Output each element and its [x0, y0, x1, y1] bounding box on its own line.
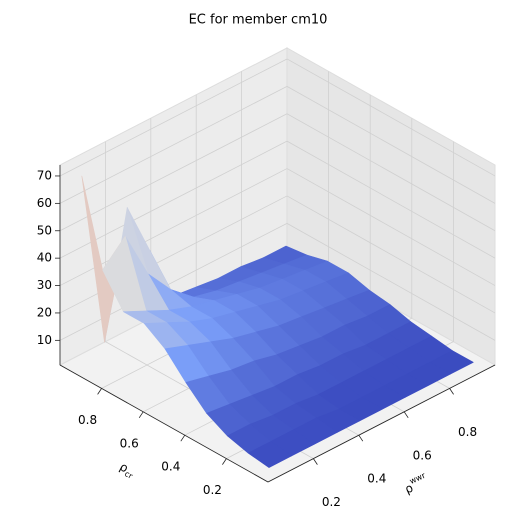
z-tick-label: 50 — [37, 223, 52, 237]
y-tick-label: 0.2 — [203, 483, 222, 497]
grid-line — [286, 140, 496, 259]
z-tick-label: 40 — [37, 251, 52, 265]
z-tick-label: 10 — [37, 333, 52, 347]
x-tick-label: 0.2 — [322, 495, 341, 509]
grid-line — [59, 58, 288, 177]
y-tick-label: 0.8 — [78, 413, 97, 427]
y-axis-line — [59, 364, 269, 483]
y-tick — [222, 458, 227, 465]
z-tick-label: 60 — [37, 196, 52, 210]
x-tick-label: 0.4 — [367, 472, 386, 486]
x-tick — [449, 388, 454, 395]
grid-line — [286, 222, 496, 341]
x-tick — [313, 458, 318, 465]
x-tick — [403, 411, 409, 419]
surface-patch — [247, 441, 293, 468]
y-tick-label: 0.4 — [161, 460, 180, 474]
y-tick-label: 0.6 — [120, 436, 139, 450]
x-tick-label: 0.6 — [413, 448, 432, 462]
x-tick — [358, 434, 364, 442]
grid-line — [286, 113, 496, 232]
surface — [81, 175, 474, 468]
y-tick — [138, 411, 144, 419]
grid-line — [59, 222, 288, 341]
grid-line — [59, 113, 288, 232]
grid-line — [286, 195, 496, 314]
chart-title: EC for member cm10 — [189, 13, 328, 28]
z-tick-label: 30 — [37, 278, 52, 292]
x-axis-label-sup: wwr — [408, 470, 427, 485]
grid-line — [59, 86, 288, 204]
grid-line — [286, 58, 496, 177]
y-tick — [180, 434, 186, 442]
z-tick-label: 70 — [37, 168, 52, 182]
grid-line — [286, 86, 496, 204]
grid-line — [59, 140, 288, 259]
y-tick — [97, 388, 102, 395]
y-axis-label: ρcr — [117, 459, 139, 481]
y-axis-label-sub: cr — [123, 469, 135, 481]
x-tick-label: 0.8 — [458, 425, 477, 439]
grid-line — [286, 168, 496, 286]
x-axis-label: ρwwr — [401, 470, 431, 496]
x-axis-line — [267, 364, 496, 483]
z-tick-label: 20 — [37, 305, 52, 319]
